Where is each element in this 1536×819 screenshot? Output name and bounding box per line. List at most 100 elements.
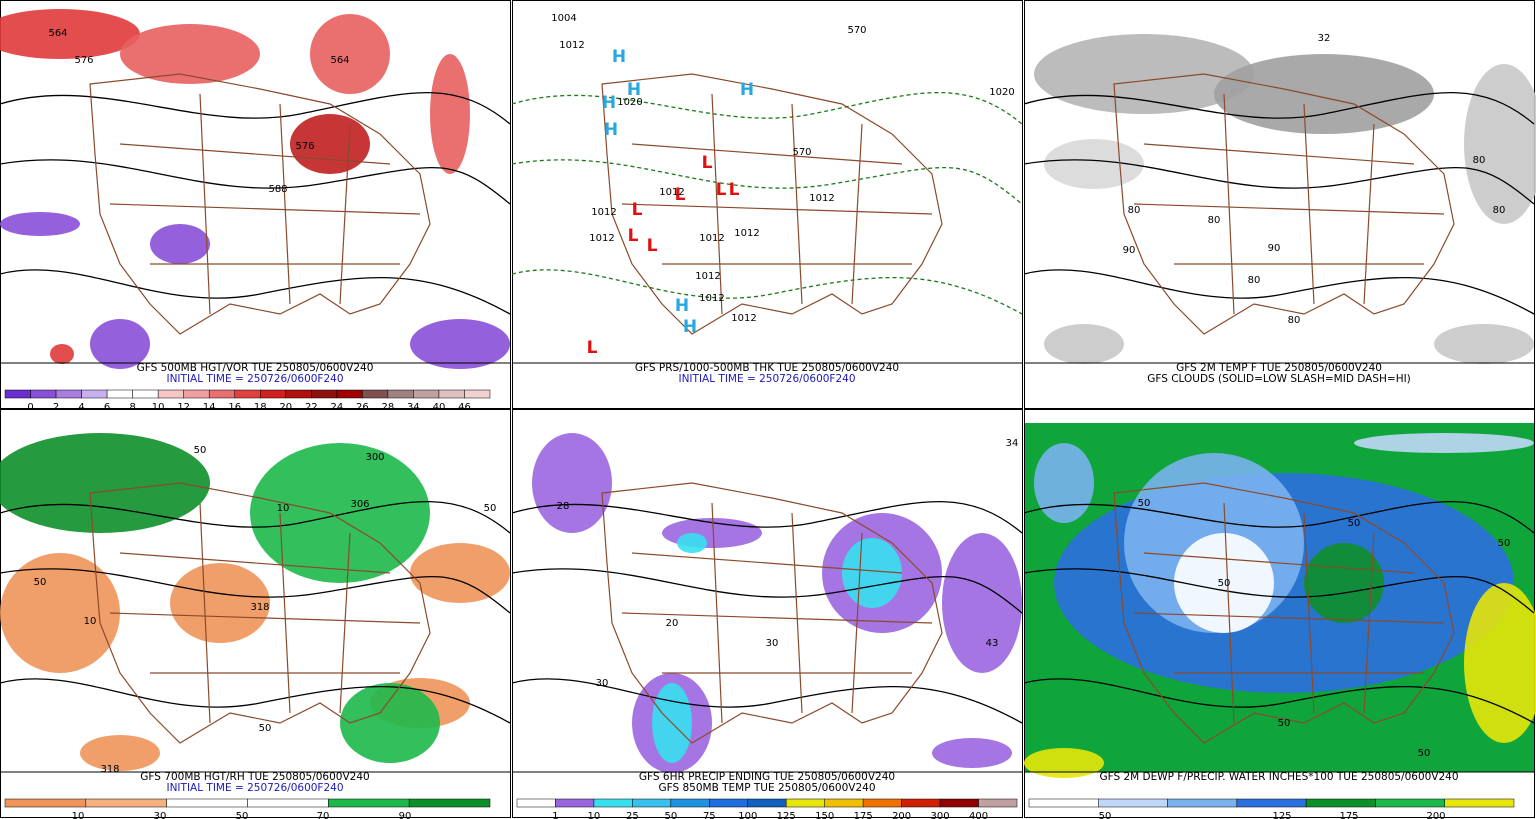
colorbar-swatch (1098, 798, 1168, 808)
contour-label: 50 (34, 577, 47, 588)
colorbar-label: 16 (228, 402, 241, 413)
colorbar-swatch (336, 389, 363, 399)
colorbar-swatch (438, 389, 465, 399)
contour-label: 1012 (659, 187, 684, 198)
contour-label: 32 (1318, 33, 1331, 44)
map-area (513, 14, 1022, 363)
field-blob (1024, 748, 1104, 778)
colorbar-swatch (978, 798, 1018, 808)
colorbar-swatch (1236, 798, 1307, 808)
field-blob (1034, 34, 1254, 114)
contour-label: 1020 (617, 97, 642, 108)
contours (511, 501, 1023, 724)
contour-label: 564 (48, 28, 67, 39)
contour-label: 50 (194, 445, 207, 456)
field-blob (0, 9, 140, 59)
contour-label: 1004 (551, 13, 576, 24)
contour-label: 50 (1418, 748, 1431, 759)
colorbar-swatch (709, 798, 749, 808)
colorbar-swatch (408, 798, 491, 808)
boundaries (1113, 482, 1455, 744)
contour-label: 50 (1218, 578, 1231, 589)
field-blob (842, 538, 902, 608)
panel: 300 306 10 10 50 50 50 318 318 50 GFS 700MB HGT/RH… (0, 409, 511, 819)
colorbar-label: 4 (78, 402, 84, 413)
pressure-center: L (702, 153, 713, 173)
contour-label: 34 (1006, 438, 1019, 449)
colorbar-swatch (285, 389, 312, 399)
colorbar-swatch (593, 798, 633, 808)
colorbar-label: 25 (626, 811, 639, 819)
colorbar-swatch (4, 798, 87, 808)
colorbar-label: 26 (356, 402, 369, 413)
contour-label: 90 (1268, 243, 1281, 254)
boundaries (601, 482, 943, 744)
colorbar-label: 125 (1272, 811, 1291, 819)
contour-label: 10 (277, 503, 290, 514)
colorbar-swatch (1028, 798, 1099, 808)
colorbar-swatch (106, 389, 133, 399)
colorbar-label: 18 (254, 402, 267, 413)
contour-label: 80 (1128, 205, 1141, 216)
pressure-center: H (627, 80, 641, 100)
contour-label: 576 (295, 141, 314, 152)
pressure-center: L (587, 338, 598, 358)
contour-label: 80 (1473, 155, 1486, 166)
colorbar-swatch (1305, 798, 1376, 808)
boundaries (1113, 73, 1455, 335)
contour-label: 576 (74, 55, 93, 66)
pressure-center: L (729, 180, 740, 200)
colorbar-swatch (516, 798, 556, 808)
field-blob (1174, 533, 1274, 633)
panel-subtitle: INITIAL TIME = 250726/0600F240 (166, 782, 343, 794)
contours (0, 501, 511, 724)
colorbar-label: 0 (27, 402, 33, 413)
field-blob (90, 319, 150, 369)
pressure-center: H (683, 317, 697, 337)
pressure-center: H (602, 93, 616, 113)
panel-subtitle: GFS 850MB TEMP TUE 250805/0600V240 (658, 782, 875, 794)
colorbar-swatch (81, 389, 108, 399)
colorbar-swatch (1444, 798, 1515, 808)
contour-label: 300 (365, 452, 384, 463)
boundaries (89, 73, 431, 335)
colorbar-swatch (464, 389, 491, 399)
field-blob (80, 735, 160, 771)
colorbar-label: 14 (203, 402, 216, 413)
colorbar-swatch (166, 798, 248, 808)
map-area (1, 14, 510, 363)
contour-label: 50 (1278, 718, 1291, 729)
field-blob (50, 344, 74, 364)
contour-label: 1012 (591, 207, 616, 218)
contour-label: 588 (268, 184, 287, 195)
contour-label: 1012 (559, 40, 584, 51)
contour-label: 50 (1348, 518, 1361, 529)
panel-subtitle: INITIAL TIME = 250726/0600F240 (678, 373, 855, 385)
field-blob (310, 14, 390, 94)
panel-title: GFS 700MB HGT/RH TUE 250805/0600V240 (140, 771, 369, 783)
colorbar-swatch (862, 798, 902, 808)
colorbar-label: 22 (305, 402, 318, 413)
colorbar-label: 125 (777, 811, 796, 819)
colorbar-label: 100 (738, 811, 757, 819)
field-blob (1464, 64, 1536, 224)
colorbar-swatch (4, 389, 31, 399)
field-blob (942, 533, 1022, 673)
field-blob (0, 212, 80, 236)
field-blob (932, 738, 1012, 768)
field-blob (1214, 54, 1434, 134)
colorbar-swatch (362, 389, 389, 399)
pressure-center: L (632, 200, 643, 220)
colorbar-label: 70 (317, 811, 330, 819)
panel-title: GFS 2M TEMP F TUE 250805/0600V240 (1176, 362, 1382, 374)
colorbar-label: 200 (1426, 811, 1445, 819)
field-blob (410, 319, 510, 369)
panel-subtitle: INITIAL TIME = 250726/0600F240 (166, 373, 343, 385)
field-blob (1434, 324, 1534, 364)
pressure-center: H (612, 47, 626, 67)
panel-title: GFS 2M DEWP F/PRECIP. WATER INCHES*100 T… (1099, 771, 1458, 783)
contour-label: 1012 (731, 313, 756, 324)
contours (0, 92, 511, 315)
contour-label: 80 (1208, 215, 1221, 226)
